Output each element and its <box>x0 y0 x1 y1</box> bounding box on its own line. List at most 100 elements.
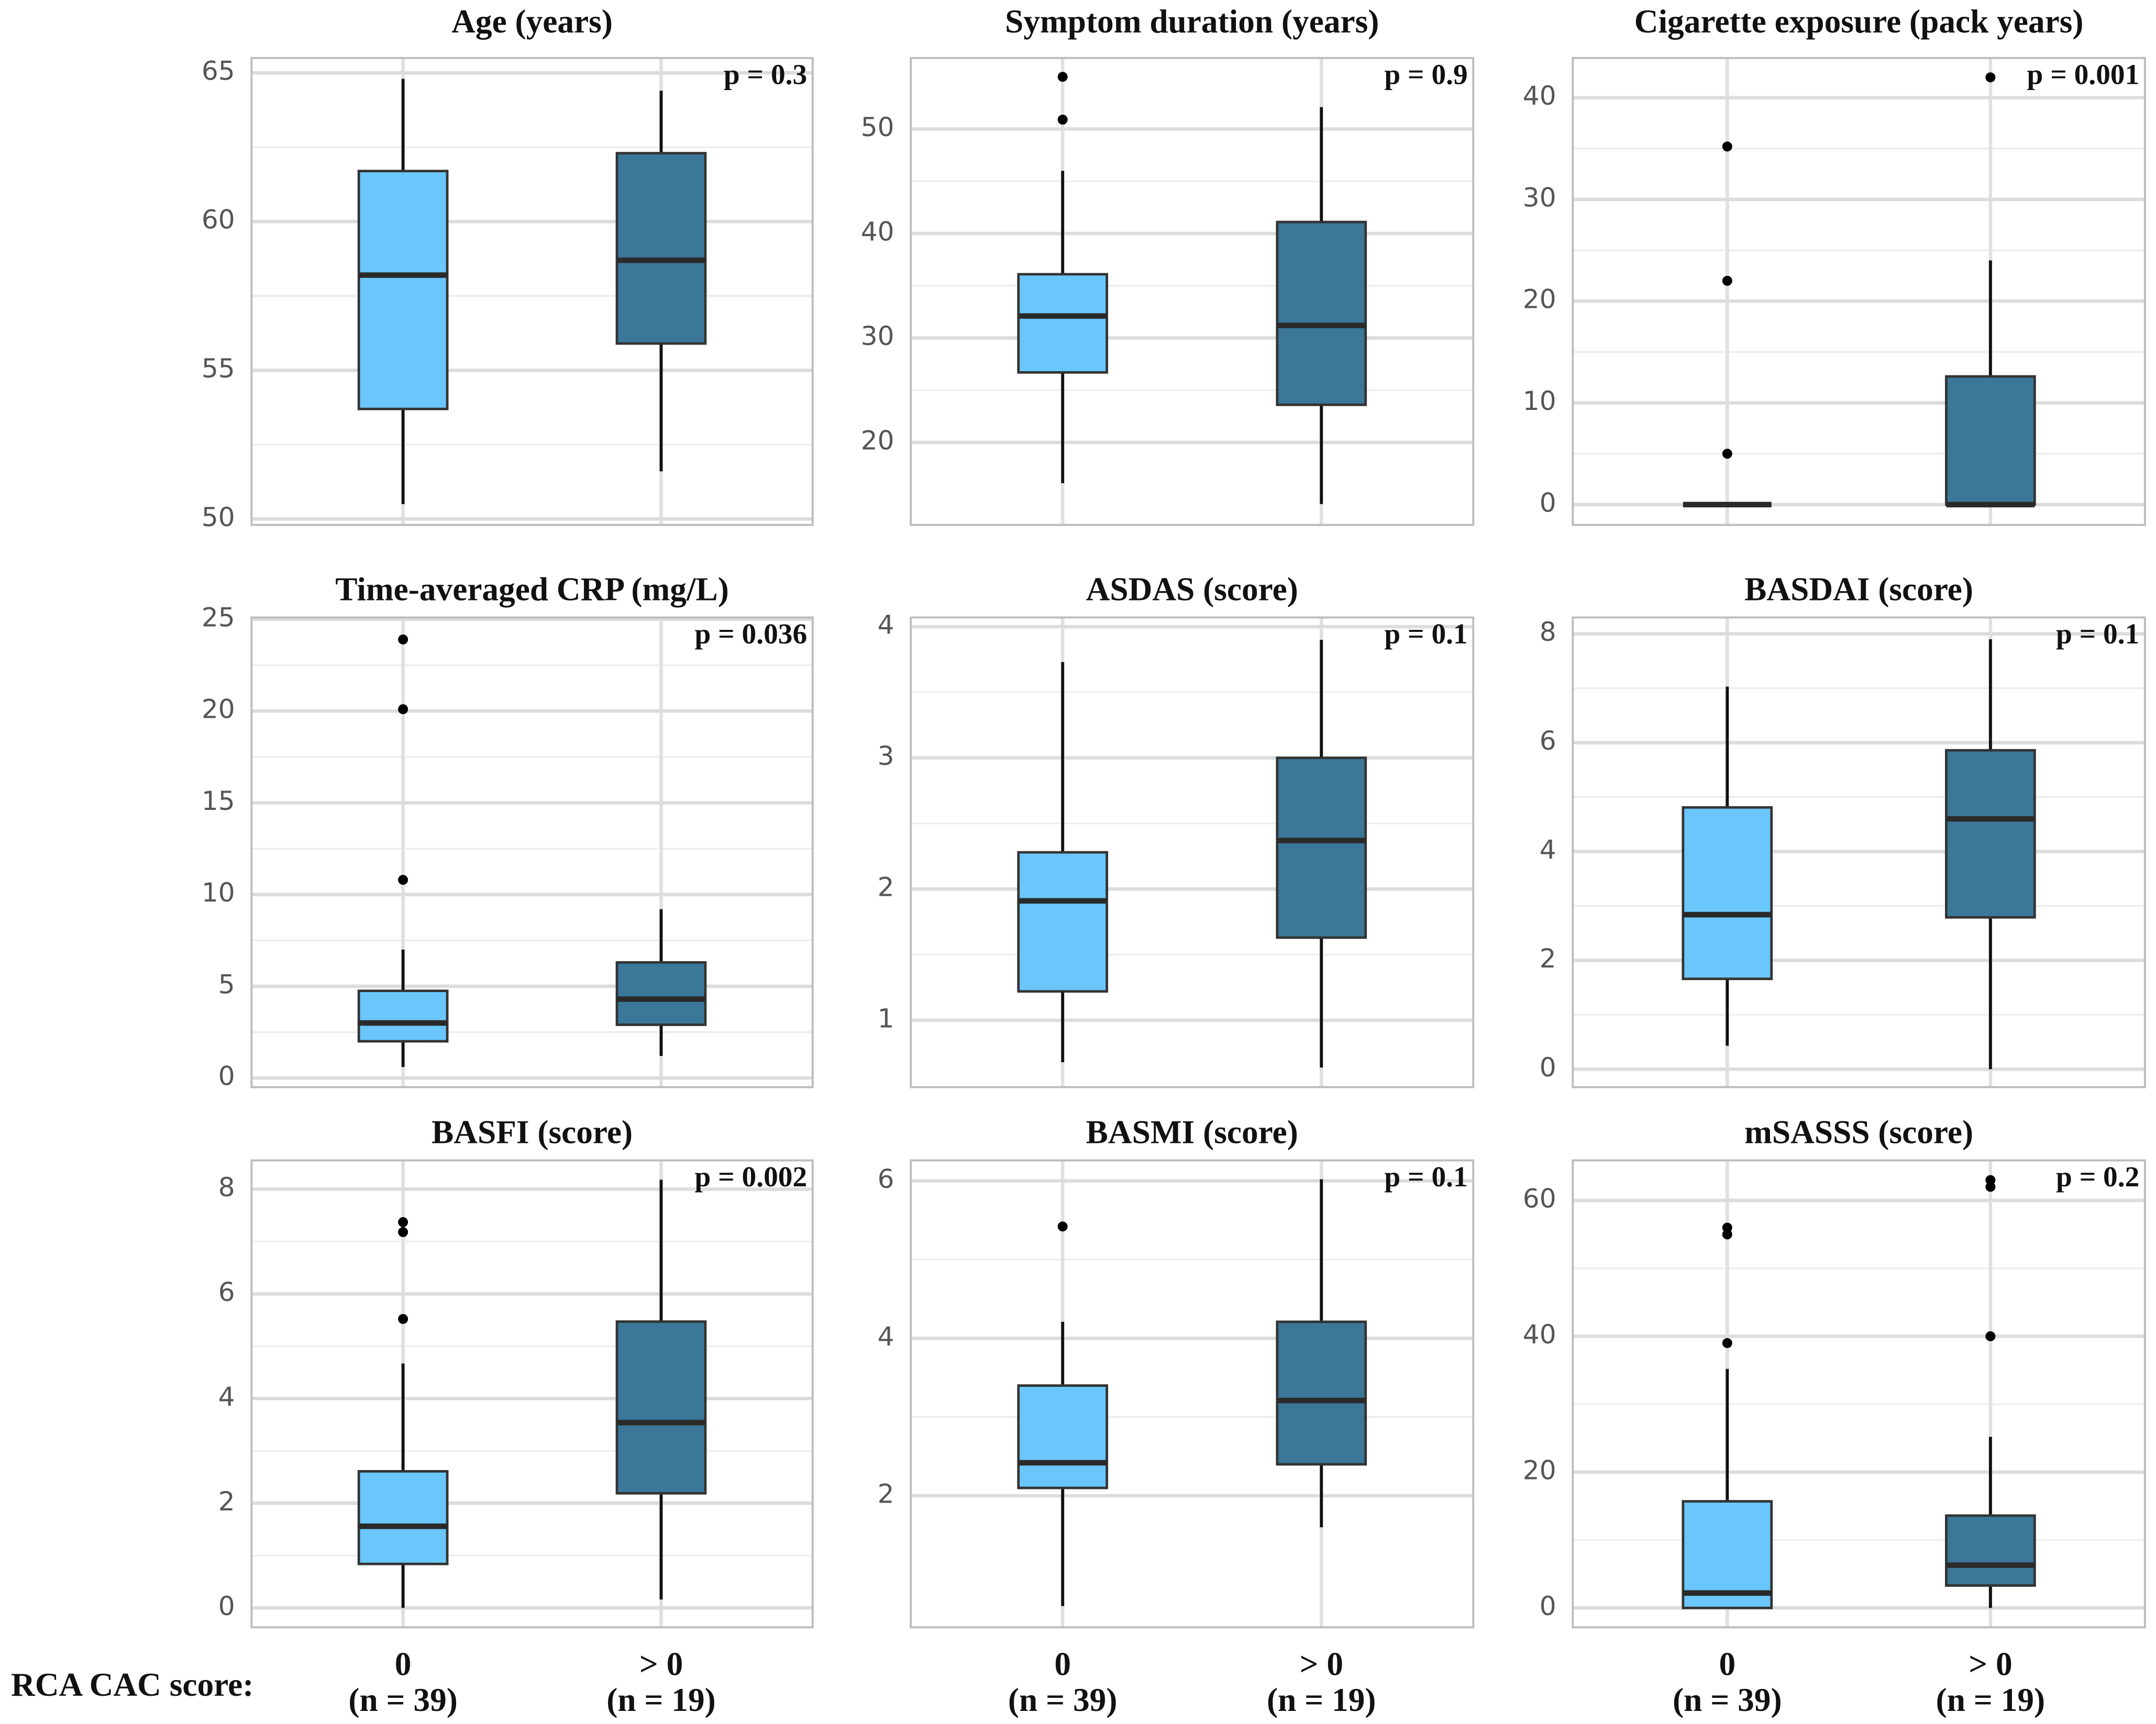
outlier <box>1985 72 1996 83</box>
y-tick-label: 2 <box>1540 943 1556 974</box>
panel <box>911 1160 1474 1628</box>
y-tick-label: 5 <box>218 969 235 999</box>
panel-border <box>910 616 1475 1088</box>
y-tick-label: 0 <box>218 1061 235 1092</box>
panel <box>1573 58 2145 525</box>
y-tick-label: 4 <box>218 1381 235 1412</box>
y-tick-label: 4 <box>878 609 894 640</box>
box <box>357 1470 449 1565</box>
box <box>1276 220 1367 406</box>
box <box>1017 273 1109 374</box>
outlier <box>398 1217 408 1227</box>
panel-title: BASDAI (score) <box>1744 571 1973 608</box>
outlier <box>1985 1182 1996 1192</box>
box <box>615 152 707 345</box>
x-tick-label: 0 <box>395 1645 412 1682</box>
y-tick-label: 40 <box>861 216 894 247</box>
x-tick-label: 0 <box>1054 1645 1071 1682</box>
y-tick-label: 40 <box>1523 80 1556 111</box>
panel-border <box>250 1159 814 1629</box>
y-tick-label: 2 <box>878 1478 894 1509</box>
panel-title: BASMI (score) <box>1086 1114 1298 1150</box>
x-tick-label: > 0 <box>1299 1645 1343 1682</box>
box <box>1682 806 1773 981</box>
y-tick-label: 0 <box>1540 487 1556 518</box>
y-tick-label: 55 <box>202 353 235 384</box>
box <box>1276 1320 1367 1466</box>
x-count-label: (n = 19) <box>606 1682 716 1718</box>
x-count-label: (n = 39) <box>348 1682 458 1718</box>
panel <box>251 1160 813 1628</box>
y-tick-label: 8 <box>1540 616 1556 647</box>
outlier <box>398 1227 408 1237</box>
panel-border <box>1572 57 2146 526</box>
outlier <box>1722 275 1732 286</box>
box <box>615 1320 707 1495</box>
panel-border <box>1572 1159 2146 1629</box>
panel-border <box>910 1159 1475 1629</box>
outlier <box>1722 449 1732 459</box>
box <box>1017 1384 1109 1489</box>
outlier <box>1057 115 1068 125</box>
box <box>615 961 707 1026</box>
y-tick-label: 60 <box>1523 1183 1556 1214</box>
box <box>1682 1500 1773 1609</box>
panel-title: Cigarette exposure (pack years) <box>1634 3 2084 40</box>
x-tick-label: > 0 <box>1969 1645 2013 1682</box>
outlier <box>1722 1229 1732 1240</box>
p-value: p = 0.002 <box>694 1161 807 1193</box>
outlier <box>398 875 408 885</box>
box <box>1945 1514 2036 1587</box>
p-value: p = 0.1 <box>1384 618 1467 650</box>
outlier <box>1057 1221 1068 1232</box>
panel-title: Symptom duration (years) <box>1005 3 1379 40</box>
outlier <box>398 704 408 715</box>
outlier <box>1985 1331 1996 1341</box>
y-tick-label: 20 <box>861 425 894 456</box>
panel <box>251 58 813 525</box>
outlier <box>1722 1338 1732 1348</box>
panel <box>251 617 813 1087</box>
x-axis-label: RCA CAC score: <box>11 1666 253 1703</box>
y-tick-label: 30 <box>1523 182 1556 213</box>
p-value: p = 0.1 <box>1384 1161 1467 1193</box>
x-count-label: (n = 19) <box>1936 1682 2046 1718</box>
y-tick-label: 0 <box>1540 1052 1556 1083</box>
panel-title: Time-averaged CRP (mg/L) <box>335 571 729 608</box>
p-value: p = 0.036 <box>694 618 807 650</box>
y-tick-label: 4 <box>1540 834 1556 865</box>
y-tick-label: 60 <box>202 204 235 235</box>
panel-title: mSASSS (score) <box>1744 1114 1973 1150</box>
y-tick-label: 30 <box>861 320 894 351</box>
x-count-label: (n = 19) <box>1267 1682 1376 1718</box>
panel-title: Age (years) <box>451 3 613 40</box>
y-tick-label: 4 <box>878 1321 894 1352</box>
y-tick-label: 6 <box>218 1276 235 1307</box>
panel <box>1573 1160 2145 1628</box>
y-tick-label: 20 <box>1523 1454 1556 1485</box>
y-tick-label: 0 <box>218 1590 235 1621</box>
p-value: p = 0.001 <box>2027 58 2140 90</box>
x-tick-label: > 0 <box>639 1645 683 1682</box>
panel-border <box>250 616 814 1088</box>
panel <box>911 617 1474 1087</box>
y-tick-label: 20 <box>202 694 235 725</box>
box <box>1276 757 1367 939</box>
y-tick-label: 2 <box>218 1486 235 1517</box>
y-tick-label: 0 <box>1540 1590 1556 1621</box>
outlier <box>398 635 408 645</box>
y-tick-label: 1 <box>878 1003 894 1033</box>
panel-border <box>1572 616 2146 1088</box>
outlier <box>1722 141 1732 152</box>
p-value: p = 0.9 <box>1384 58 1467 90</box>
panel-border <box>250 57 814 526</box>
x-count-label: (n = 39) <box>1673 1682 1782 1718</box>
box <box>1945 749 2036 919</box>
box <box>1017 851 1109 993</box>
y-tick-label: 3 <box>878 740 894 771</box>
x-tick-label: 0 <box>1719 1645 1735 1682</box>
y-tick-label: 50 <box>202 502 235 532</box>
y-tick-label: 6 <box>1540 725 1556 756</box>
panel-title: ASDAS (score) <box>1086 571 1298 608</box>
